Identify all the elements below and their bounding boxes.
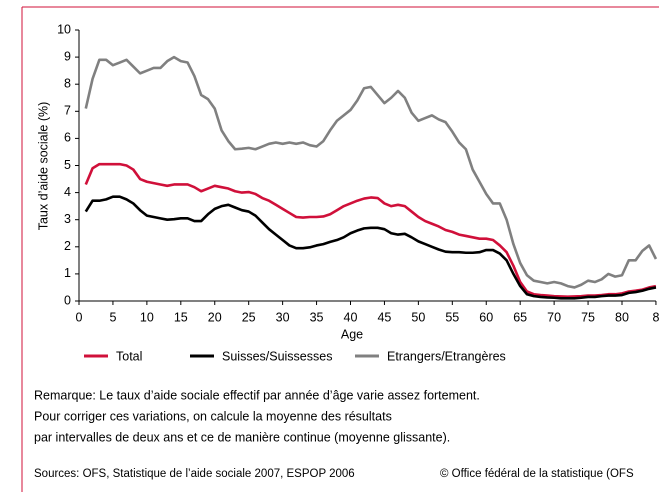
note: Remarque: Le taux d’aide sociale effecti…: [34, 388, 480, 402]
x-tick-label: 5: [109, 310, 116, 324]
x-tick-label: 20: [208, 310, 222, 324]
legend-label: Suisses/Suissesses: [222, 349, 332, 363]
x-tick-label: 55: [445, 310, 459, 324]
x-tick-label: 10: [140, 310, 154, 324]
x-tick-label: 75: [581, 310, 595, 324]
x-tick-label: 35: [310, 310, 324, 324]
legend-label: Etrangers/Etrangères: [387, 349, 506, 363]
source: Sources: OFS, Statistique de l’aide soci…: [34, 468, 355, 480]
y-tick-label: 7: [64, 104, 71, 118]
note: Pour corriger ces variations, on calcule…: [34, 409, 392, 423]
x-tick-label: 0: [76, 310, 83, 324]
y-tick-label: 3: [64, 212, 71, 226]
copyright: © Office fédéral de la statistique (OFS: [440, 468, 634, 480]
x-tick-label: 40: [344, 310, 358, 324]
x-axis-label: Age: [341, 327, 363, 341]
x-tick-label: 70: [547, 310, 561, 324]
y-tick-label: 1: [64, 266, 71, 280]
y-tick-label: 2: [64, 239, 71, 253]
x-tick-label: 50: [411, 310, 425, 324]
x-tick-label: 15: [174, 310, 188, 324]
x-tick-label: 65: [513, 310, 527, 324]
y-tick-label: 9: [64, 49, 71, 63]
y-tick-label: 10: [57, 22, 71, 36]
note: par intervalles de deux ans et ce de man…: [34, 430, 450, 444]
x-tick-label: 80: [615, 310, 629, 324]
x-tick-label: 8: [652, 310, 659, 324]
x-tick-label: 45: [377, 310, 391, 324]
y-tick-label: 5: [64, 158, 71, 172]
y-tick-label: 0: [64, 293, 71, 307]
y-axis-label: Taux d’aide sociale (%): [36, 102, 50, 231]
x-tick-label: 30: [276, 310, 290, 324]
legend-label: Total: [116, 349, 142, 363]
x-tick-label: 60: [479, 310, 493, 324]
y-tick-label: 4: [64, 185, 71, 199]
y-tick-label: 6: [64, 131, 71, 145]
series-line: [84, 195, 657, 300]
y-tick-label: 8: [64, 76, 71, 90]
series-line: [84, 162, 657, 298]
x-tick-label: 25: [242, 310, 256, 324]
series-line: [84, 55, 658, 289]
